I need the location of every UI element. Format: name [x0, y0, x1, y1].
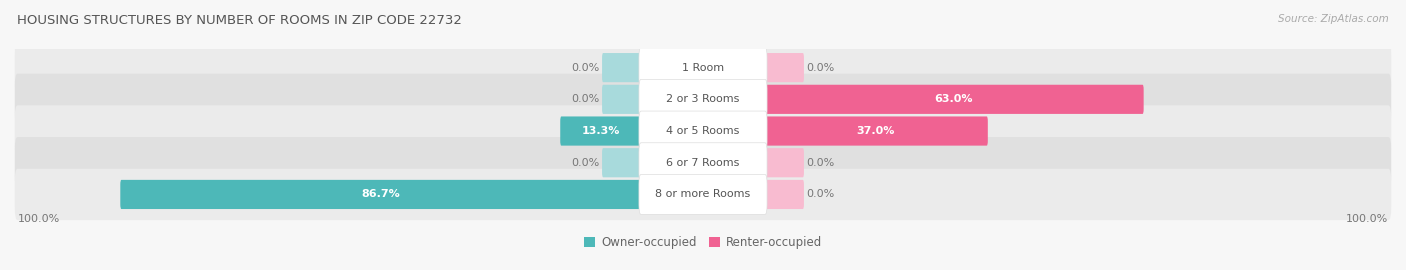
Legend: Owner-occupied, Renter-occupied: Owner-occupied, Renter-occupied	[579, 231, 827, 254]
FancyBboxPatch shape	[121, 180, 643, 209]
FancyBboxPatch shape	[763, 180, 804, 209]
Text: 6 or 7 Rooms: 6 or 7 Rooms	[666, 158, 740, 168]
Text: 8 or more Rooms: 8 or more Rooms	[655, 190, 751, 200]
FancyBboxPatch shape	[14, 137, 1392, 188]
Text: 37.0%: 37.0%	[856, 126, 896, 136]
FancyBboxPatch shape	[638, 143, 768, 183]
Text: 4 or 5 Rooms: 4 or 5 Rooms	[666, 126, 740, 136]
Text: 0.0%: 0.0%	[571, 63, 599, 73]
FancyBboxPatch shape	[638, 79, 768, 119]
Text: 0.0%: 0.0%	[807, 158, 835, 168]
FancyBboxPatch shape	[638, 174, 768, 214]
FancyBboxPatch shape	[602, 148, 643, 177]
FancyBboxPatch shape	[602, 53, 643, 82]
FancyBboxPatch shape	[638, 111, 768, 151]
Text: 1 Room: 1 Room	[682, 63, 724, 73]
FancyBboxPatch shape	[14, 42, 1392, 93]
FancyBboxPatch shape	[14, 105, 1392, 157]
FancyBboxPatch shape	[638, 48, 768, 87]
Text: 2 or 3 Rooms: 2 or 3 Rooms	[666, 94, 740, 104]
Text: 100.0%: 100.0%	[17, 214, 59, 224]
Text: 0.0%: 0.0%	[571, 94, 599, 104]
FancyBboxPatch shape	[763, 148, 804, 177]
Text: 0.0%: 0.0%	[571, 158, 599, 168]
Text: 0.0%: 0.0%	[807, 190, 835, 200]
Text: 0.0%: 0.0%	[807, 63, 835, 73]
FancyBboxPatch shape	[602, 85, 643, 114]
Text: 100.0%: 100.0%	[1347, 214, 1389, 224]
FancyBboxPatch shape	[763, 116, 988, 146]
FancyBboxPatch shape	[763, 53, 804, 82]
FancyBboxPatch shape	[763, 85, 1143, 114]
Text: 13.3%: 13.3%	[582, 126, 620, 136]
Text: 63.0%: 63.0%	[935, 94, 973, 104]
FancyBboxPatch shape	[14, 74, 1392, 125]
FancyBboxPatch shape	[560, 116, 643, 146]
Text: HOUSING STRUCTURES BY NUMBER OF ROOMS IN ZIP CODE 22732: HOUSING STRUCTURES BY NUMBER OF ROOMS IN…	[17, 14, 461, 26]
FancyBboxPatch shape	[14, 169, 1392, 220]
Text: 86.7%: 86.7%	[361, 190, 401, 200]
Text: Source: ZipAtlas.com: Source: ZipAtlas.com	[1278, 14, 1389, 23]
